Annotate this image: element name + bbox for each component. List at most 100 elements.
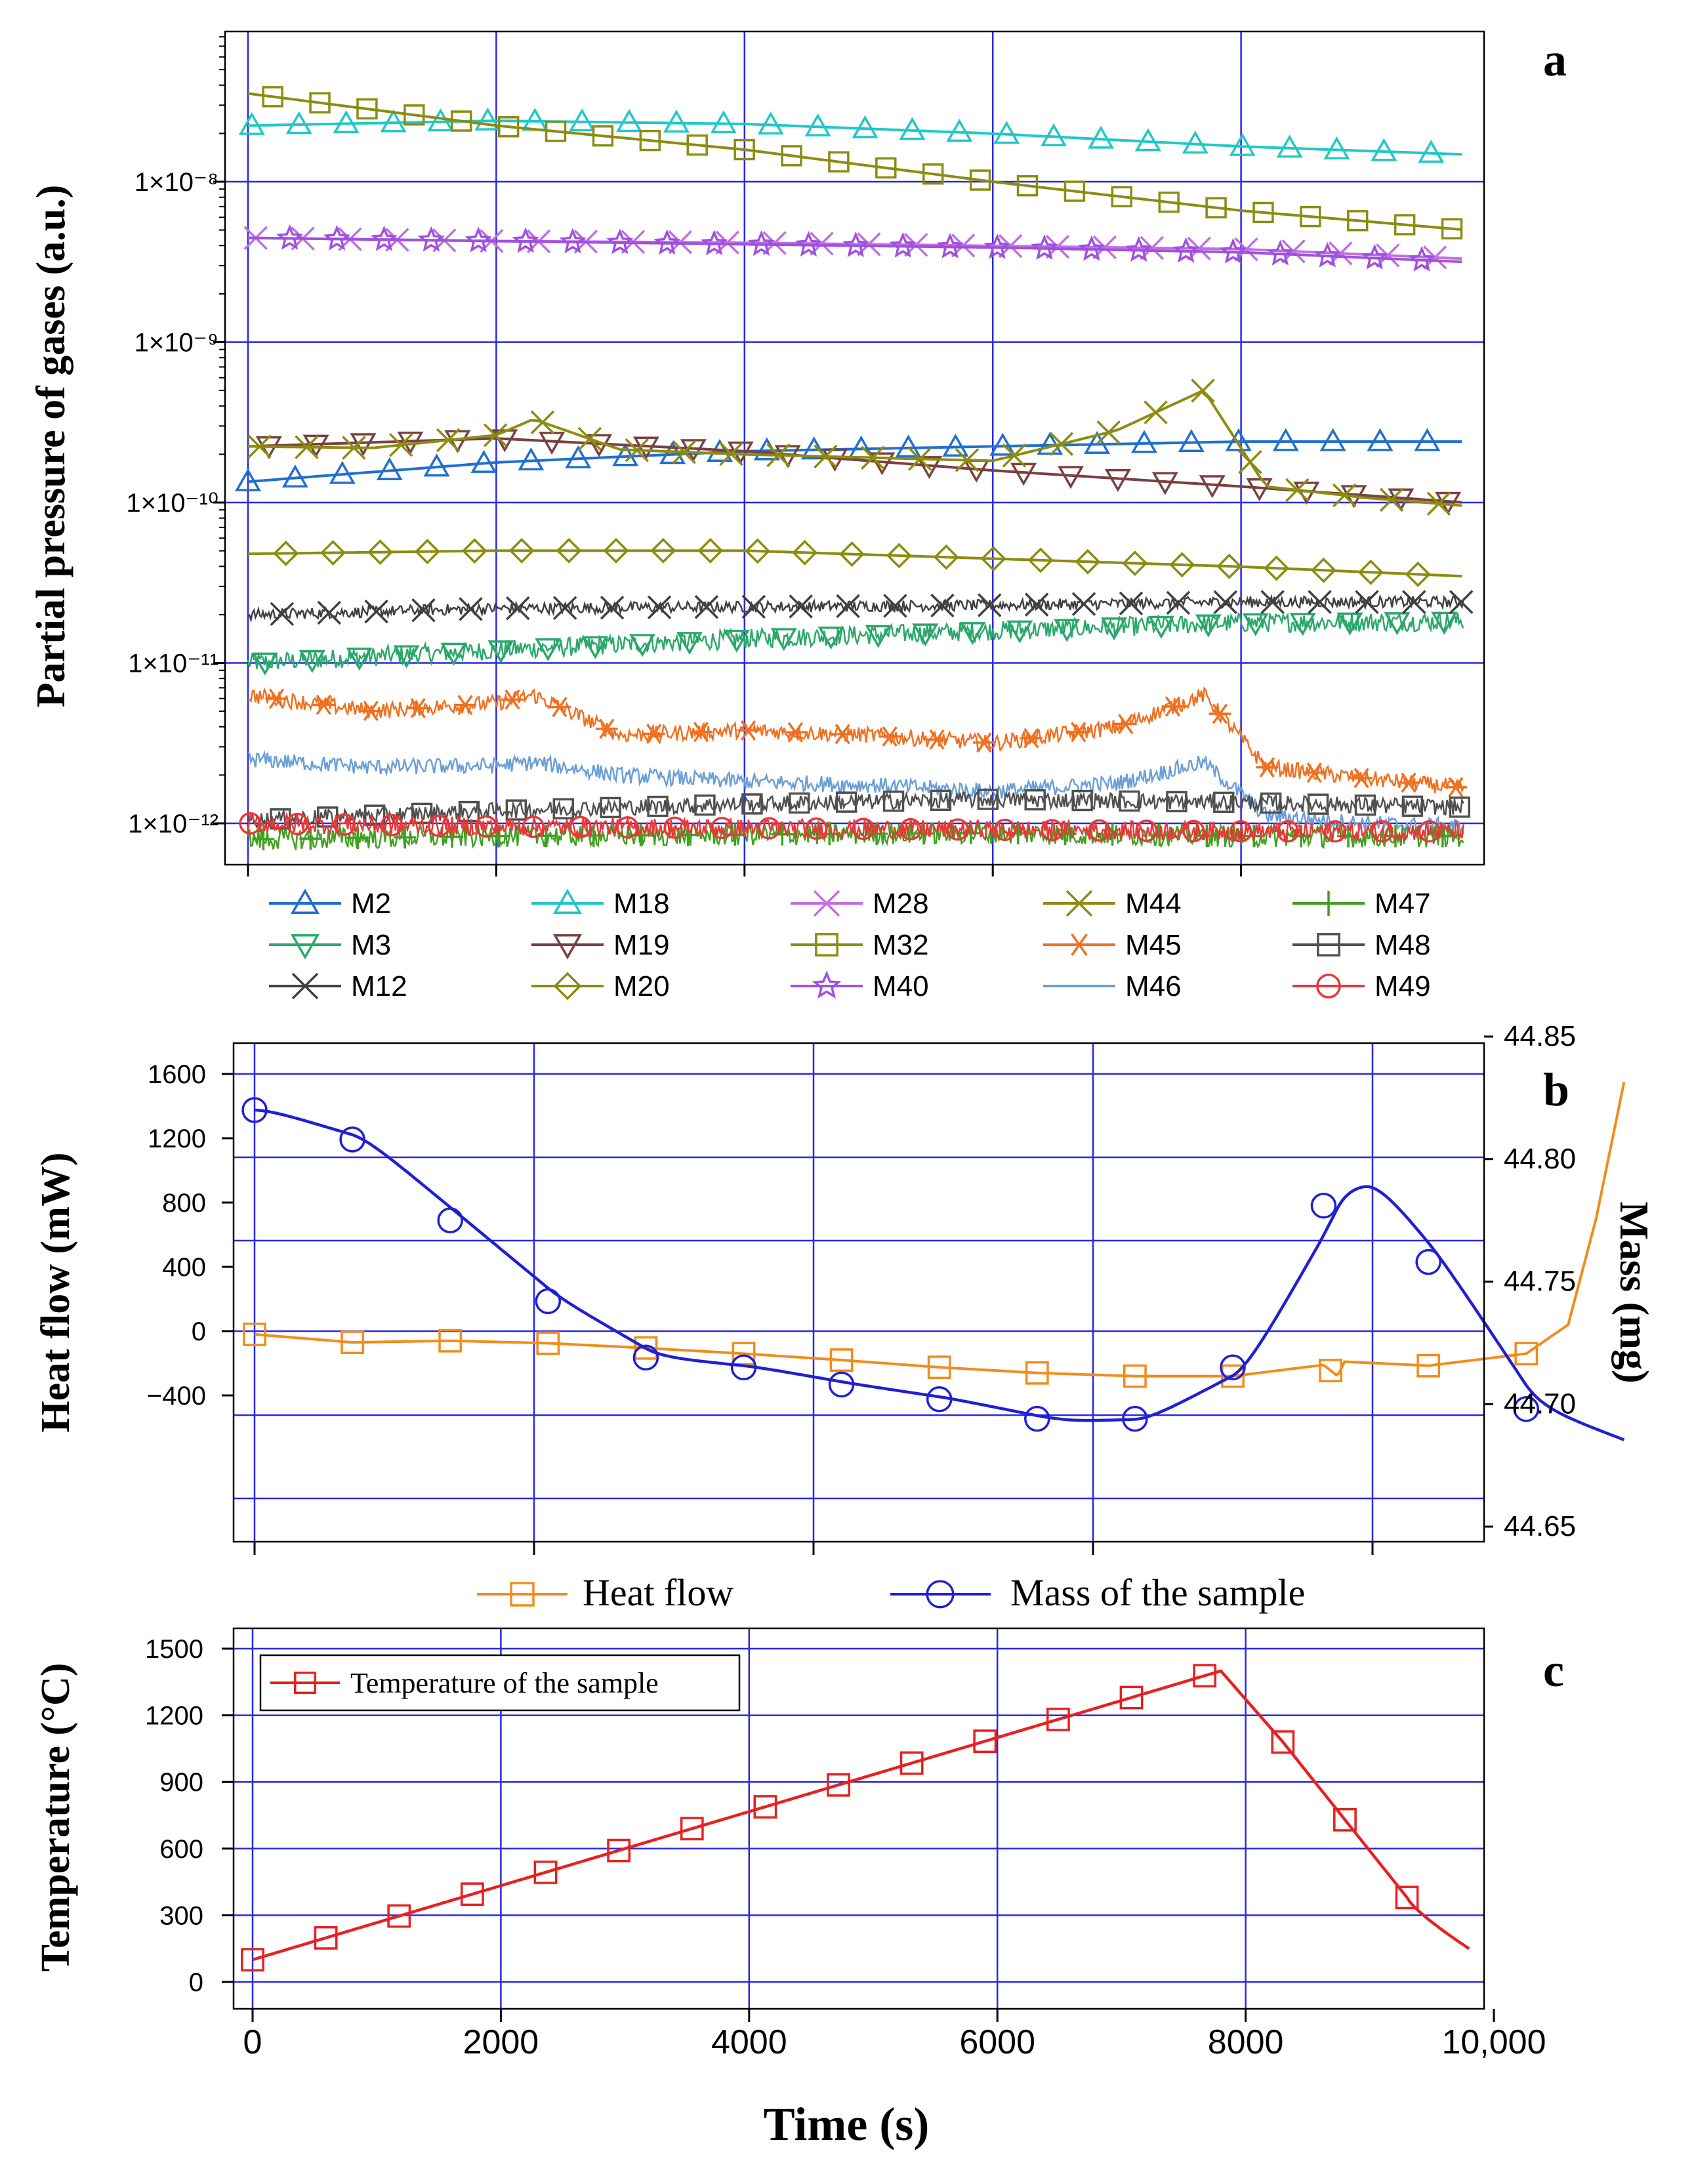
marker-m12 [600,595,625,620]
marker-m20 [1169,552,1195,578]
marker-m3 [1336,612,1363,636]
marker-m3 [1006,620,1033,644]
marker-temperature [1046,1707,1070,1731]
marker-m3 [1431,611,1458,635]
marker-m12 [741,594,766,619]
marker-m44 [814,444,838,469]
series-line-heat-flow [254,1081,1626,1378]
marker-m40 [748,230,775,257]
marker-m12 [552,596,577,620]
marker-m3 [817,627,844,650]
legend-marker-m18 [552,888,583,914]
marker-m48 [882,791,905,812]
series-layer [234,86,1626,1972]
marker-m49 [616,816,639,839]
marker-m47 [865,822,888,845]
marker-m20 [745,538,771,564]
marker-m44 [1238,450,1262,474]
marker-m44 [1332,483,1357,508]
panel-c-ytick-label: 900 [159,1768,203,1797]
marker-m45 [690,722,713,743]
marker-m48 [505,799,527,821]
marker-m49 [1088,819,1111,842]
marker-mass [1122,1405,1148,1432]
panel-b-ytick-label: 0 [192,1317,206,1346]
marker-m40 [1313,241,1341,268]
panel-a-label: a [1543,33,1567,86]
panel-c-ytick-label: 600 [159,1835,203,1864]
marker-m20 [650,537,676,564]
marker-m32 [262,86,283,108]
legend-marker-m49 [1316,974,1341,999]
marker-m32 [922,163,944,185]
marker-m45 [1397,772,1420,793]
marker-m3 [770,628,797,651]
marker-m3 [393,645,420,669]
marker-m18 [1323,136,1350,159]
marker-m49 [1135,819,1158,842]
panel-c-label: c [1543,1644,1564,1697]
marker-heat-flow [1221,1364,1245,1388]
marker-m20 [1075,548,1101,575]
series-line-mass [254,1108,1625,1441]
marker-m49 [899,817,922,841]
marker-m32 [1252,201,1274,224]
marker-m48 [1260,792,1282,814]
marker-m40 [276,224,304,250]
marker-m12 [459,597,483,621]
panel-c-ytick-label: 300 [159,1901,203,1930]
marker-m32 [875,157,897,179]
marker-m45 [1444,777,1467,798]
marker-m40 [889,232,917,258]
marker-m2 [1272,428,1299,451]
marker-m49 [239,812,262,835]
marker-m45 [407,697,430,718]
marker-m44 [1096,420,1121,445]
marker-m18 [474,107,501,131]
marker-temperature [1193,1664,1217,1688]
marker-heat-flow [438,1329,463,1353]
marker-m18 [899,117,926,140]
marker-mass [1220,1354,1246,1380]
marker-m49 [333,813,356,836]
marker-m48 [1071,789,1093,812]
panel-c-xtick-label: 8000 [1208,2023,1284,2061]
marker-m40 [1031,234,1058,260]
marker-m44 [1285,478,1310,503]
marker-m2 [1319,428,1346,451]
marker-m2 [518,447,545,470]
marker-m18 [710,110,737,134]
panel-b-label: b [1543,1063,1569,1116]
marker-m18 [616,109,643,133]
legend-marker-m2 [290,888,320,914]
legend-label-m32: M32 [873,929,929,961]
marker-m48 [741,793,763,815]
marker-m12 [883,594,907,618]
legend-marker-temperature [293,1671,317,1695]
marker-m3 [1242,613,1269,636]
panel-b-ytick-label: 1600 [148,1060,206,1089]
marker-m44 [672,440,696,464]
panel-c-xtick-label: 10,000 [1441,2023,1546,2061]
marker-m2 [989,432,1016,456]
marker-m44 [1379,487,1404,512]
marker-m40 [323,224,350,251]
marker-m45 [1256,757,1279,778]
marker-m18 [1182,131,1209,154]
marker-m19 [1058,466,1085,489]
marker-m48 [1307,793,1329,815]
marker-heat-flow [1416,1353,1441,1378]
marker-m20 [838,541,865,567]
marker-m48 [930,789,952,812]
marker-m48 [835,791,857,813]
marker-m49 [1323,820,1347,843]
panel-c-ytick-label: 1200 [145,1702,203,1731]
marker-m18 [804,113,831,136]
legend-marker-m32 [815,933,838,957]
marker-m20 [1027,547,1054,573]
marker-m45 [360,701,382,722]
marker-m19 [1151,472,1178,495]
marker-m20 [603,537,629,564]
grid-layer [225,31,1484,2009]
marker-m18 [1229,133,1256,156]
